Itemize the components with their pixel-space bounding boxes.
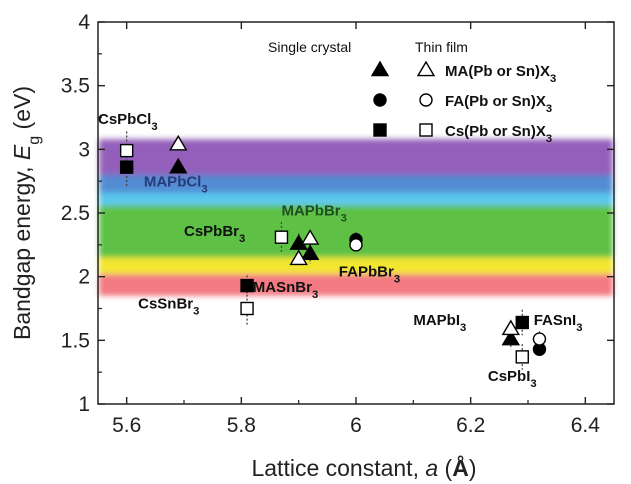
square-series-thin-film-point bbox=[240, 301, 254, 316]
triangle-series-single-crystal-point bbox=[501, 329, 521, 346]
triangle-series-thin-film-point bbox=[169, 134, 188, 151]
square-series-thin-film-point bbox=[119, 143, 134, 158]
x-tick-label: 6.2 bbox=[456, 414, 485, 437]
compound-label: FASnI3 bbox=[534, 312, 583, 334]
legend-entry-label: MA(Pb or Sn)X3 bbox=[445, 63, 556, 85]
x-tick-label: 6.4 bbox=[571, 414, 601, 437]
triangle-legend-single-crystal-point bbox=[370, 60, 390, 77]
point-annotations: CsPbCl3 MAPbCl3 CsPbBr3 MAPbBr3 FAPbBr3 MASnB… bbox=[98, 111, 583, 390]
compound-label: FAPbBr3 bbox=[339, 264, 400, 286]
axis-ticks: 1 1.5 2 2.5 3 3.5 4 5.6 5.8 6 6.2 6.4 bbox=[61, 11, 614, 437]
compound-label: MAPbBr3 bbox=[281, 203, 346, 225]
square-series-single-crystal-point bbox=[240, 278, 254, 293]
triangle-series-thin-film-point bbox=[501, 319, 521, 336]
y-tick-label: 4 bbox=[78, 11, 90, 34]
x-tick-label: 5.8 bbox=[227, 414, 256, 437]
legend-header-thin-film: Thin film bbox=[415, 39, 468, 55]
circle-series-thin-film-point bbox=[532, 332, 547, 346]
square-legend-thin-film-point bbox=[419, 123, 433, 137]
plot-frame bbox=[97, 21, 615, 405]
color-bands bbox=[99, 139, 613, 296]
y-tick-label: 3.5 bbox=[61, 75, 90, 98]
compound-label: CsPbBr3 bbox=[184, 223, 245, 245]
square-series-thin-film-point bbox=[515, 350, 529, 364]
data-markers bbox=[119, 60, 547, 364]
square-legend-single-crystal-point bbox=[373, 123, 387, 137]
circle-legend-single-crystal-point bbox=[373, 93, 387, 107]
color-band-4 bbox=[99, 257, 613, 275]
x-tick-label: 5.6 bbox=[112, 414, 141, 437]
square-series-thin-film-point bbox=[274, 230, 289, 244]
y-tick-label: 1 bbox=[78, 393, 90, 416]
y-axis-label: Bandgap energy, Eg (eV) bbox=[9, 86, 43, 340]
legend: Single crystal Thin film MA(Pb or Sn)X3 FA(… bbox=[268, 39, 556, 145]
color-band-1 bbox=[99, 174, 613, 198]
legend-entry-label: Cs(Pb or Sn)X3 bbox=[445, 123, 552, 145]
color-band-5 bbox=[99, 274, 613, 296]
triangle-legend-thin-film-point bbox=[416, 60, 436, 77]
legend-entry-label: FA(Pb or Sn)X3 bbox=[445, 93, 552, 115]
square-series-single-crystal-point bbox=[119, 160, 134, 174]
y-tick-label: 2.5 bbox=[61, 202, 90, 225]
y-tick-label: 3 bbox=[78, 138, 90, 161]
square-series-single-crystal-point bbox=[515, 315, 529, 330]
x-tick-label: 6 bbox=[350, 414, 362, 437]
legend-header-single-crystal: Single crystal bbox=[268, 39, 351, 55]
circle-series-thin-film-point bbox=[349, 238, 363, 252]
y-tick-label: 1.5 bbox=[61, 329, 90, 352]
color-band-2 bbox=[99, 192, 613, 206]
y-tick-label: 2 bbox=[78, 266, 90, 289]
x-axis-label: Lattice constant, a (Å) bbox=[251, 454, 476, 481]
compound-label: MASnBr3 bbox=[253, 279, 318, 301]
triangle-series-single-crystal-point bbox=[300, 244, 320, 261]
compound-label: MAPbCl3 bbox=[144, 173, 208, 195]
compound-label: CsSnBr3 bbox=[138, 296, 199, 318]
circle-legend-thin-film-point bbox=[419, 93, 433, 107]
compound-label: CsPbI3 bbox=[488, 368, 537, 390]
compound-label: CsPbCl3 bbox=[98, 111, 158, 133]
triangle-series-thin-film-point bbox=[289, 249, 308, 266]
triangle-series-single-crystal-point bbox=[169, 157, 188, 174]
triangle-series-thin-film-point bbox=[300, 229, 320, 245]
compound-label: MAPbI3 bbox=[413, 312, 466, 334]
